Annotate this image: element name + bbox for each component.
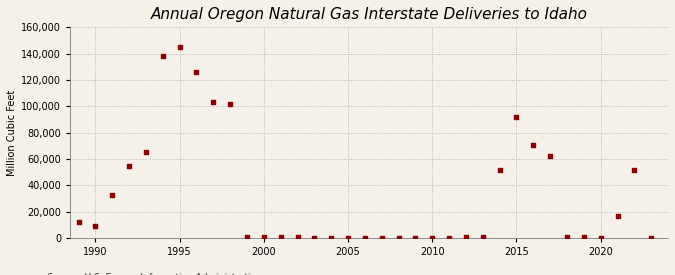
Point bbox=[360, 236, 371, 240]
Point bbox=[562, 235, 572, 240]
Point bbox=[460, 235, 471, 240]
Point bbox=[157, 54, 168, 59]
Point bbox=[545, 154, 556, 159]
Point bbox=[629, 167, 640, 172]
Point bbox=[124, 163, 134, 168]
Point bbox=[343, 236, 354, 240]
Point bbox=[427, 236, 437, 240]
Point bbox=[595, 236, 606, 240]
Title: Annual Oregon Natural Gas Interstate Deliveries to Idaho: Annual Oregon Natural Gas Interstate Del… bbox=[151, 7, 588, 22]
Point bbox=[225, 101, 236, 106]
Point bbox=[612, 213, 623, 218]
Point bbox=[528, 142, 539, 147]
Point bbox=[377, 236, 387, 240]
Point bbox=[326, 236, 337, 240]
Point bbox=[107, 192, 117, 197]
Point bbox=[140, 150, 151, 155]
Y-axis label: Million Cubic Feet: Million Cubic Feet bbox=[7, 90, 17, 176]
Point bbox=[259, 235, 269, 240]
Point bbox=[242, 235, 252, 240]
Point bbox=[90, 224, 101, 228]
Point bbox=[494, 167, 505, 172]
Point bbox=[511, 115, 522, 119]
Text: Source: U.S. Energy Information Administration: Source: U.S. Energy Information Administ… bbox=[47, 274, 261, 275]
Point bbox=[208, 100, 219, 104]
Point bbox=[646, 236, 657, 240]
Point bbox=[73, 220, 84, 224]
Point bbox=[292, 235, 303, 240]
Point bbox=[174, 45, 185, 49]
Point bbox=[393, 236, 404, 240]
Point bbox=[309, 236, 320, 240]
Point bbox=[410, 236, 421, 240]
Point bbox=[578, 235, 589, 240]
Point bbox=[275, 235, 286, 240]
Point bbox=[443, 236, 454, 240]
Point bbox=[191, 70, 202, 74]
Point bbox=[477, 235, 488, 240]
